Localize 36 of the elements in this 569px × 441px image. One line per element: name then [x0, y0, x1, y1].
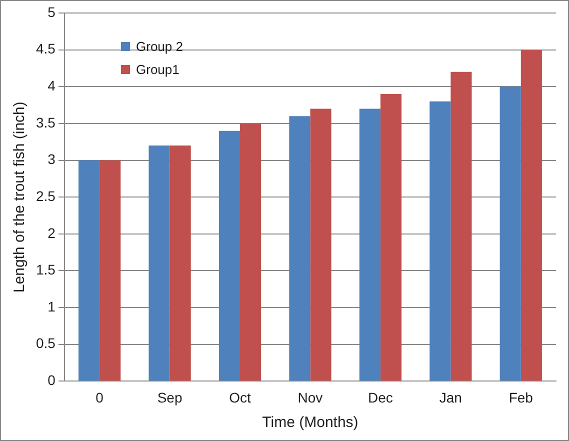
bar	[289, 116, 310, 381]
x-tick-label: Dec	[368, 389, 393, 406]
bar	[310, 108, 332, 381]
bar	[170, 146, 191, 381]
y-tick-label: 5	[48, 4, 56, 20]
y-tick-label: 0.5	[36, 335, 56, 352]
legend-label: Group1	[136, 62, 180, 77]
y-axis-title: Length of the trout fish (inch)	[11, 102, 28, 293]
bar	[450, 72, 472, 381]
x-tick-label: Oct	[229, 389, 252, 406]
bar	[500, 86, 521, 381]
bar	[78, 160, 100, 381]
y-tick-label: 3	[48, 151, 56, 168]
legend-label: Group 2	[136, 39, 183, 54]
y-tick-label: 1	[48, 298, 56, 314]
x-tick-label: Nov	[298, 389, 323, 406]
x-axis-title: Time (Months)	[262, 414, 358, 432]
x-tick-label: Sep	[157, 389, 182, 406]
bar	[520, 50, 542, 381]
bar	[430, 101, 451, 381]
bar	[100, 160, 121, 381]
y-tick-label: 0	[48, 372, 56, 388]
x-tick-label: Feb	[508, 389, 534, 406]
bar	[218, 130, 240, 381]
bar	[148, 146, 170, 381]
x-tick-label: 0	[96, 389, 104, 406]
bar	[240, 123, 262, 381]
y-tick-label: 4.5	[36, 40, 56, 57]
bar	[359, 108, 380, 381]
y-tick-label: 2	[48, 224, 56, 241]
bar	[380, 94, 402, 381]
x-tick-label: Jan	[439, 389, 462, 406]
y-tick-label: 1.5	[36, 262, 56, 278]
y-tick-label: 4	[48, 78, 56, 94]
y-tick-label: 3.5	[36, 114, 56, 130]
y-tick-label: 2.5	[36, 188, 56, 204]
